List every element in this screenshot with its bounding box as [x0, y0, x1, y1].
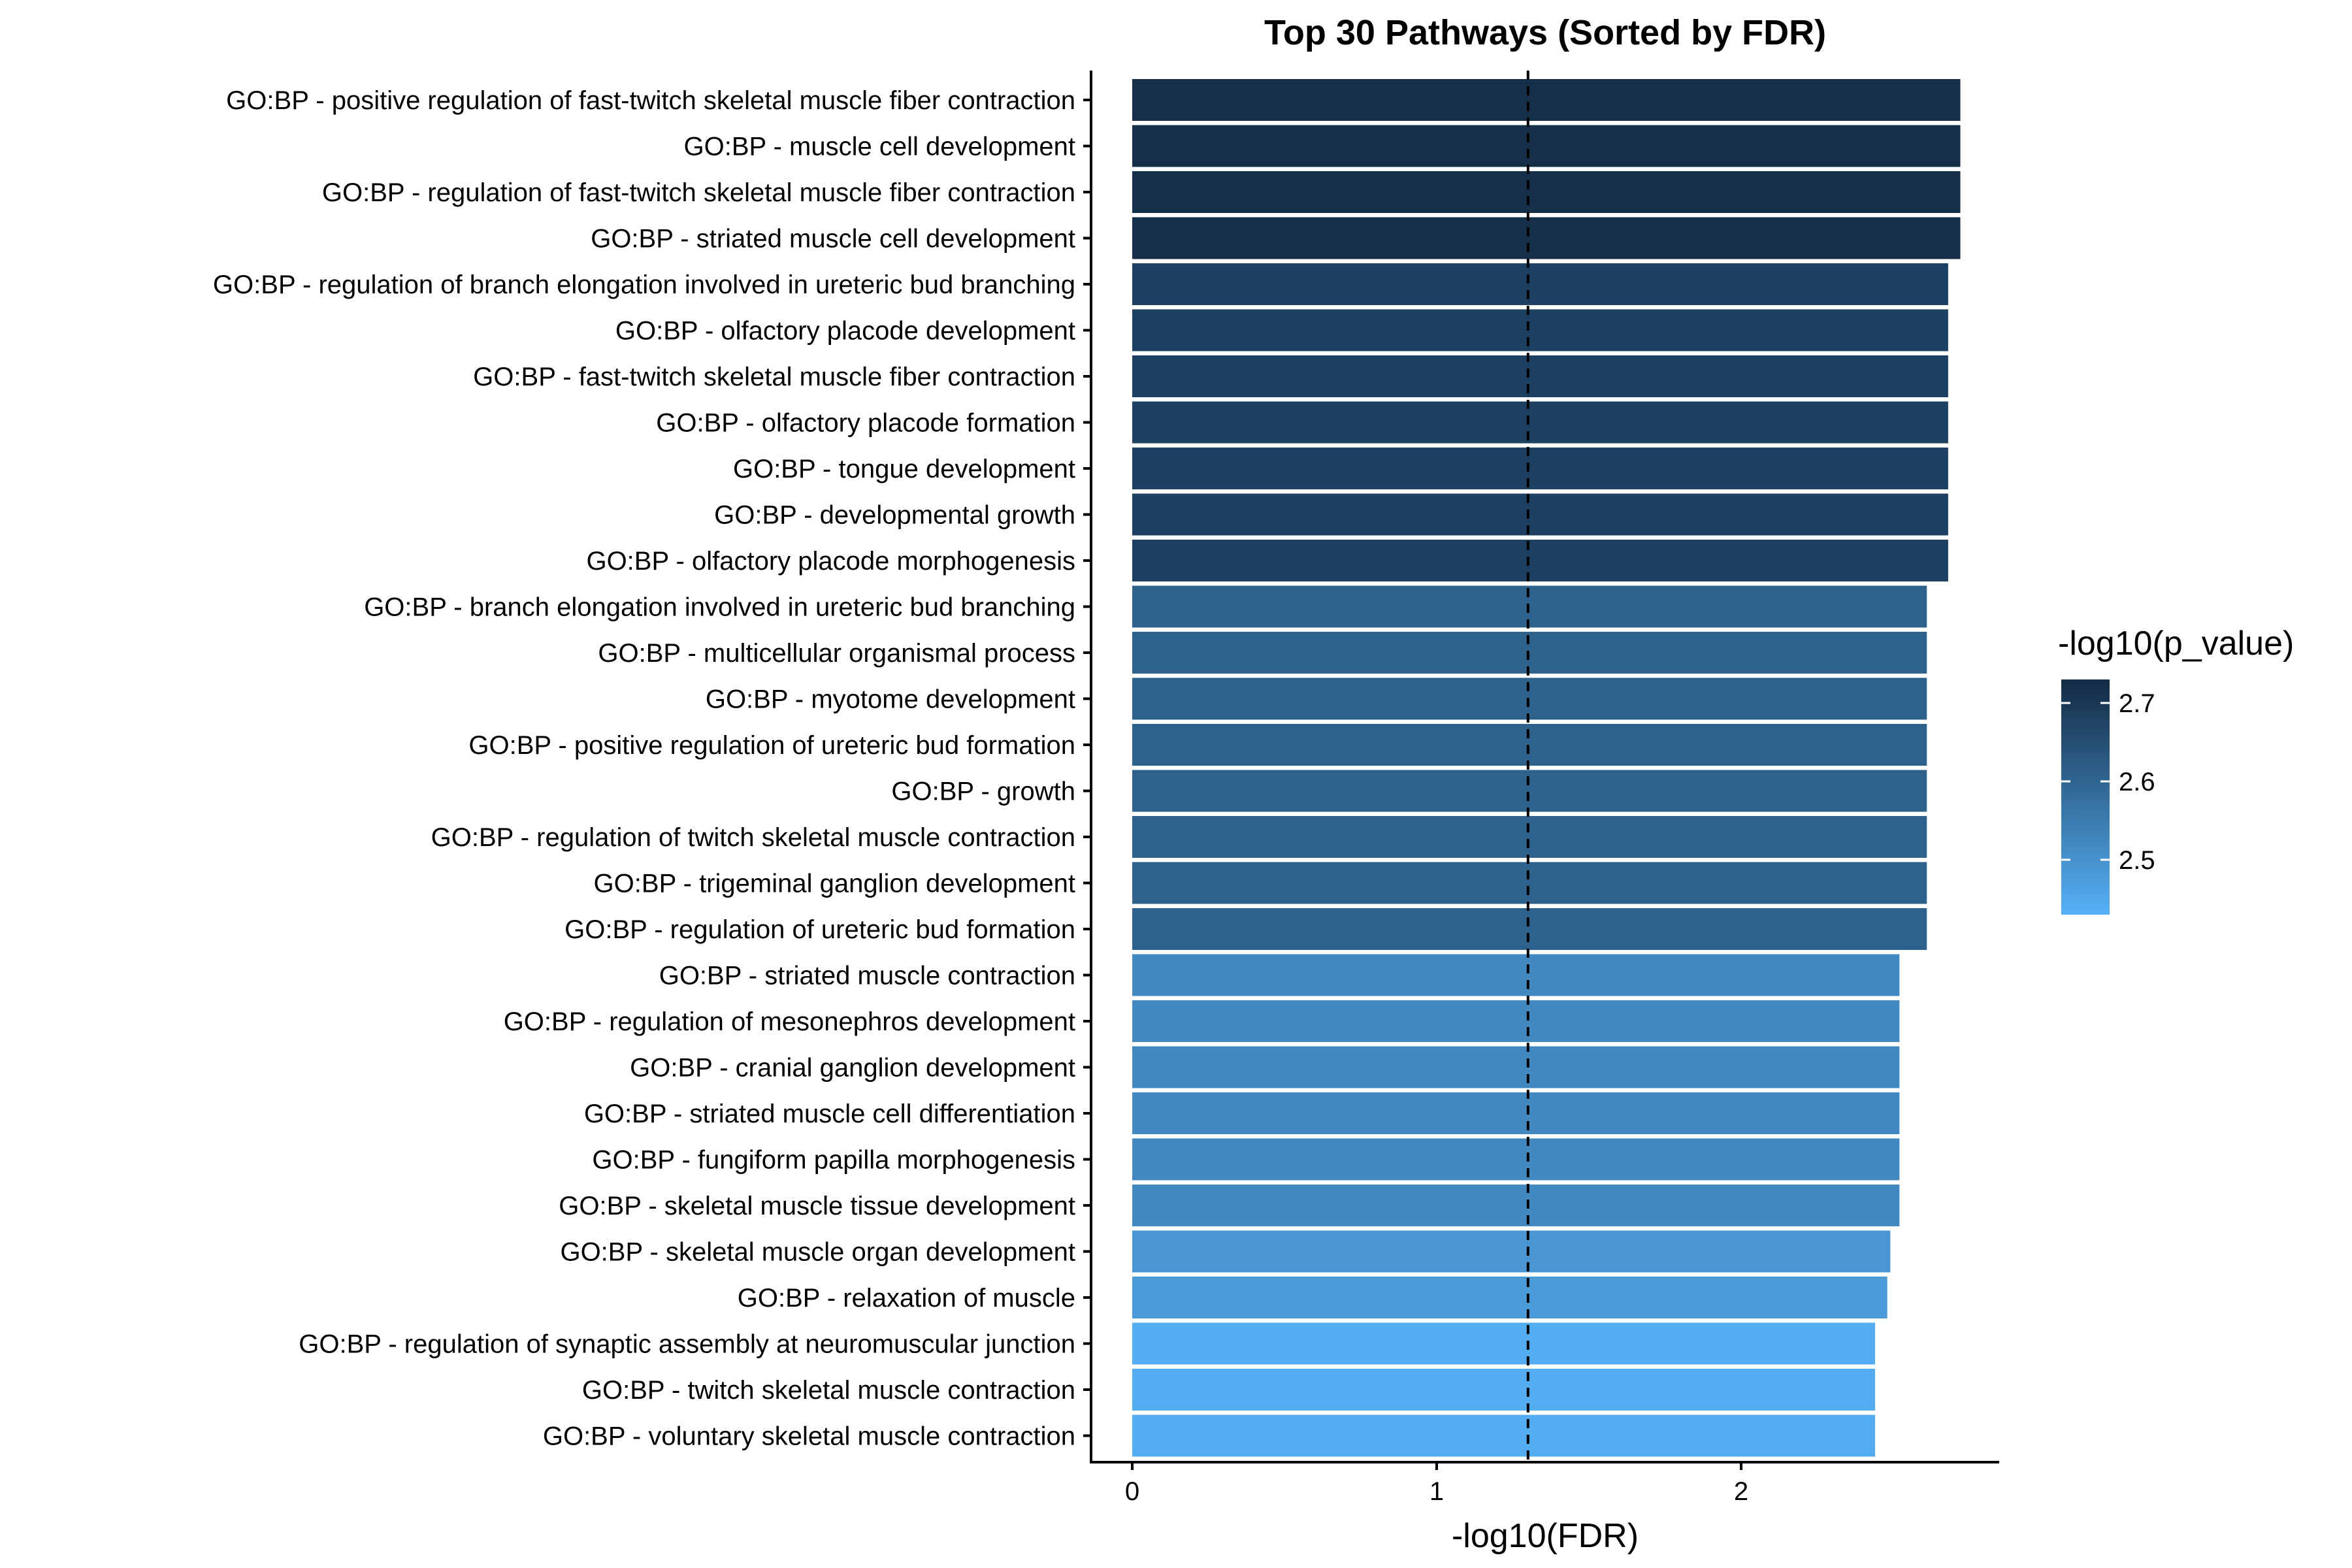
category-label: GO:BP - regulation of fast-twitch skelet…	[322, 178, 1075, 207]
category-label: GO:BP - multicellular organismal process	[598, 639, 1075, 668]
y-axis-ticks	[1083, 99, 1091, 1437]
bar	[1132, 125, 1961, 167]
x-tick-label: 2	[1734, 1477, 1748, 1506]
category-label: GO:BP - regulation of mesonephros develo…	[504, 1007, 1075, 1036]
bar	[1132, 540, 1948, 581]
legend-tick-label: 2.6	[2119, 768, 2155, 796]
bar	[1132, 1369, 1876, 1411]
category-label: GO:BP - olfactory placode development	[615, 317, 1075, 346]
category-label: GO:BP - developmental growth	[714, 501, 1075, 530]
category-label: GO:BP - positive regulation of fast-twit…	[226, 86, 1075, 115]
x-axis-ticks: 0 1 2	[1125, 1462, 1748, 1506]
bar	[1132, 263, 1948, 305]
x-tick-label: 0	[1125, 1477, 1139, 1506]
bar	[1132, 1322, 1876, 1365]
bar	[1132, 770, 1927, 812]
bar	[1132, 355, 1948, 397]
bar	[1132, 862, 1927, 904]
bar	[1132, 678, 1927, 720]
bar	[1132, 401, 1948, 444]
bar	[1132, 724, 1927, 766]
bar	[1132, 1277, 1887, 1318]
bar	[1132, 816, 1927, 858]
category-label: GO:BP - growth	[891, 777, 1075, 806]
bar	[1132, 1092, 1900, 1134]
bar	[1132, 1046, 1900, 1088]
category-label: GO:BP - regulation of synaptic assembly …	[299, 1330, 1075, 1359]
category-label: GO:BP - regulation of twitch skeletal mu…	[431, 823, 1075, 852]
category-label: GO:BP - skeletal muscle organ developmen…	[560, 1238, 1075, 1267]
category-label: GO:BP - twitch skeletal muscle contracti…	[582, 1376, 1075, 1405]
category-label: GO:BP - muscle cell development	[683, 133, 1075, 161]
category-label: GO:BP - fungiform papilla morphogenesis	[592, 1146, 1075, 1175]
category-label: GO:BP - tongue development	[733, 455, 1075, 483]
category-label: GO:BP - skeletal muscle tissue developme…	[559, 1192, 1075, 1220]
bar	[1132, 1000, 1900, 1042]
category-label: GO:BP - voluntary skeletal muscle contra…	[543, 1422, 1075, 1451]
category-labels: GO:BP - positive regulation of fast-twit…	[213, 86, 1075, 1451]
category-label: GO:BP - fast-twitch skeletal muscle fibe…	[473, 363, 1075, 391]
bar	[1132, 1184, 1900, 1226]
category-label: GO:BP - regulation of ureteric bud forma…	[564, 915, 1075, 944]
category-label: GO:BP - positive regulation of ureteric …	[468, 731, 1075, 760]
category-label: GO:BP - myotome development	[706, 685, 1075, 714]
bar	[1132, 448, 1948, 489]
bar	[1132, 79, 1961, 121]
bar	[1132, 954, 1900, 996]
legend-colorbar	[2061, 679, 2110, 915]
category-label: GO:BP - olfactory placode formation	[656, 409, 1075, 438]
bar	[1132, 171, 1961, 213]
category-label: GO:BP - relaxation of muscle	[738, 1284, 1075, 1313]
legend-title: -log10(p_value)	[2058, 625, 2294, 662]
chart-title: Top 30 Pathways (Sorted by FDR)	[1264, 13, 1826, 52]
bars-group	[1132, 79, 1961, 1457]
legend-tick-label: 2.7	[2119, 689, 2155, 718]
x-axis-title: -log10(FDR)	[1452, 1517, 1639, 1555]
legend-tick-label: 2.5	[2119, 846, 2155, 875]
bar	[1132, 1230, 1891, 1273]
bar	[1132, 493, 1948, 536]
category-label: GO:BP - trigeminal ganglion development	[594, 870, 1075, 898]
bar	[1132, 217, 1961, 259]
legend-ticks: 2.5 2.6 2.7	[2061, 689, 2155, 875]
category-label: GO:BP - striated muscle cell development	[591, 225, 1075, 253]
bar	[1132, 632, 1927, 674]
bar	[1132, 1414, 1876, 1457]
category-label: GO:BP - cranial ganglion development	[630, 1054, 1075, 1083]
category-label: GO:BP - striated muscle contraction	[659, 962, 1075, 990]
bar	[1132, 1138, 1900, 1181]
bar	[1132, 309, 1948, 351]
bar	[1132, 585, 1927, 628]
x-tick-label: 1	[1429, 1477, 1444, 1506]
bar	[1132, 908, 1927, 950]
category-label: GO:BP - striated muscle cell differentia…	[584, 1100, 1075, 1128]
category-label: GO:BP - olfactory placode morphogenesis	[586, 547, 1075, 576]
category-label: GO:BP - regulation of branch elongation …	[213, 270, 1075, 299]
category-label: GO:BP - branch elongation involved in ur…	[364, 593, 1075, 622]
